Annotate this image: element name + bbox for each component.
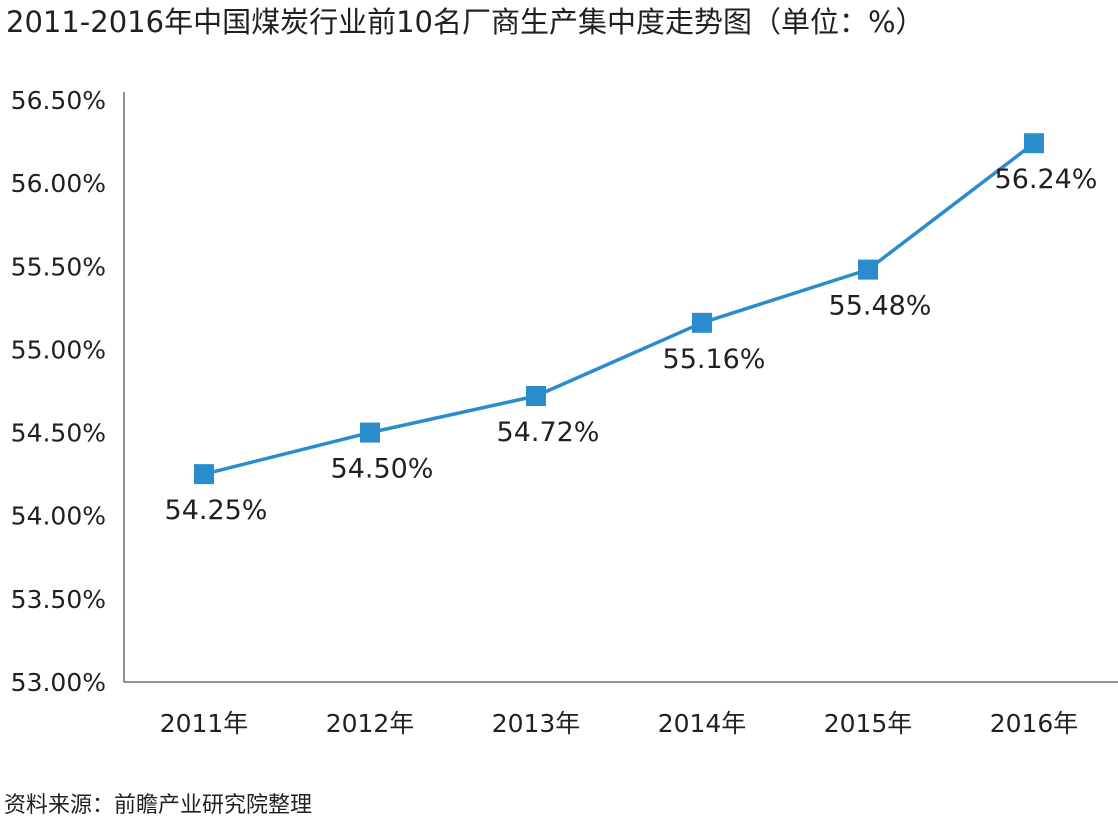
data-label: 55.16%	[663, 344, 766, 375]
y-tick-label: 54.50%	[11, 419, 106, 448]
x-tick-label: 2013年	[492, 709, 581, 738]
data-point-marker	[194, 464, 214, 485]
data-label: 54.72%	[497, 417, 600, 448]
data-label: 55.48%	[829, 291, 932, 322]
y-tick-label: 56.00%	[11, 169, 106, 198]
x-tick-label: 2015年	[824, 709, 913, 738]
data-point-marker	[1024, 133, 1044, 154]
data-label: 56.24%	[995, 164, 1098, 195]
data-point-marker	[360, 422, 380, 443]
data-label: 54.50%	[331, 454, 434, 485]
source-note: 资料来源：前瞻产业研究院整理	[4, 793, 313, 818]
x-tick-label: 2016年	[990, 709, 1079, 738]
y-tick-label: 53.00%	[11, 668, 106, 697]
y-tick-label: 56.50%	[11, 86, 106, 115]
y-tick-label: 55.50%	[11, 252, 106, 281]
y-tick-label: 55.00%	[11, 335, 106, 364]
x-tick-label: 2012年	[326, 709, 415, 738]
y-tick-label: 54.00%	[11, 502, 106, 531]
series-line	[203, 141, 1036, 476]
y-tick-label: 53.50%	[11, 585, 106, 614]
data-label: 54.25%	[165, 495, 268, 526]
data-point-marker	[858, 259, 878, 280]
data-point-marker	[692, 312, 712, 333]
x-tick-label: 2014年	[658, 709, 747, 738]
chart-title: 2011-2016年中国煤炭行业前10名厂商生产集中度走势图（单位：%）	[6, 5, 925, 39]
data-point-marker	[526, 385, 546, 406]
x-tick-label: 2011年	[160, 709, 249, 738]
